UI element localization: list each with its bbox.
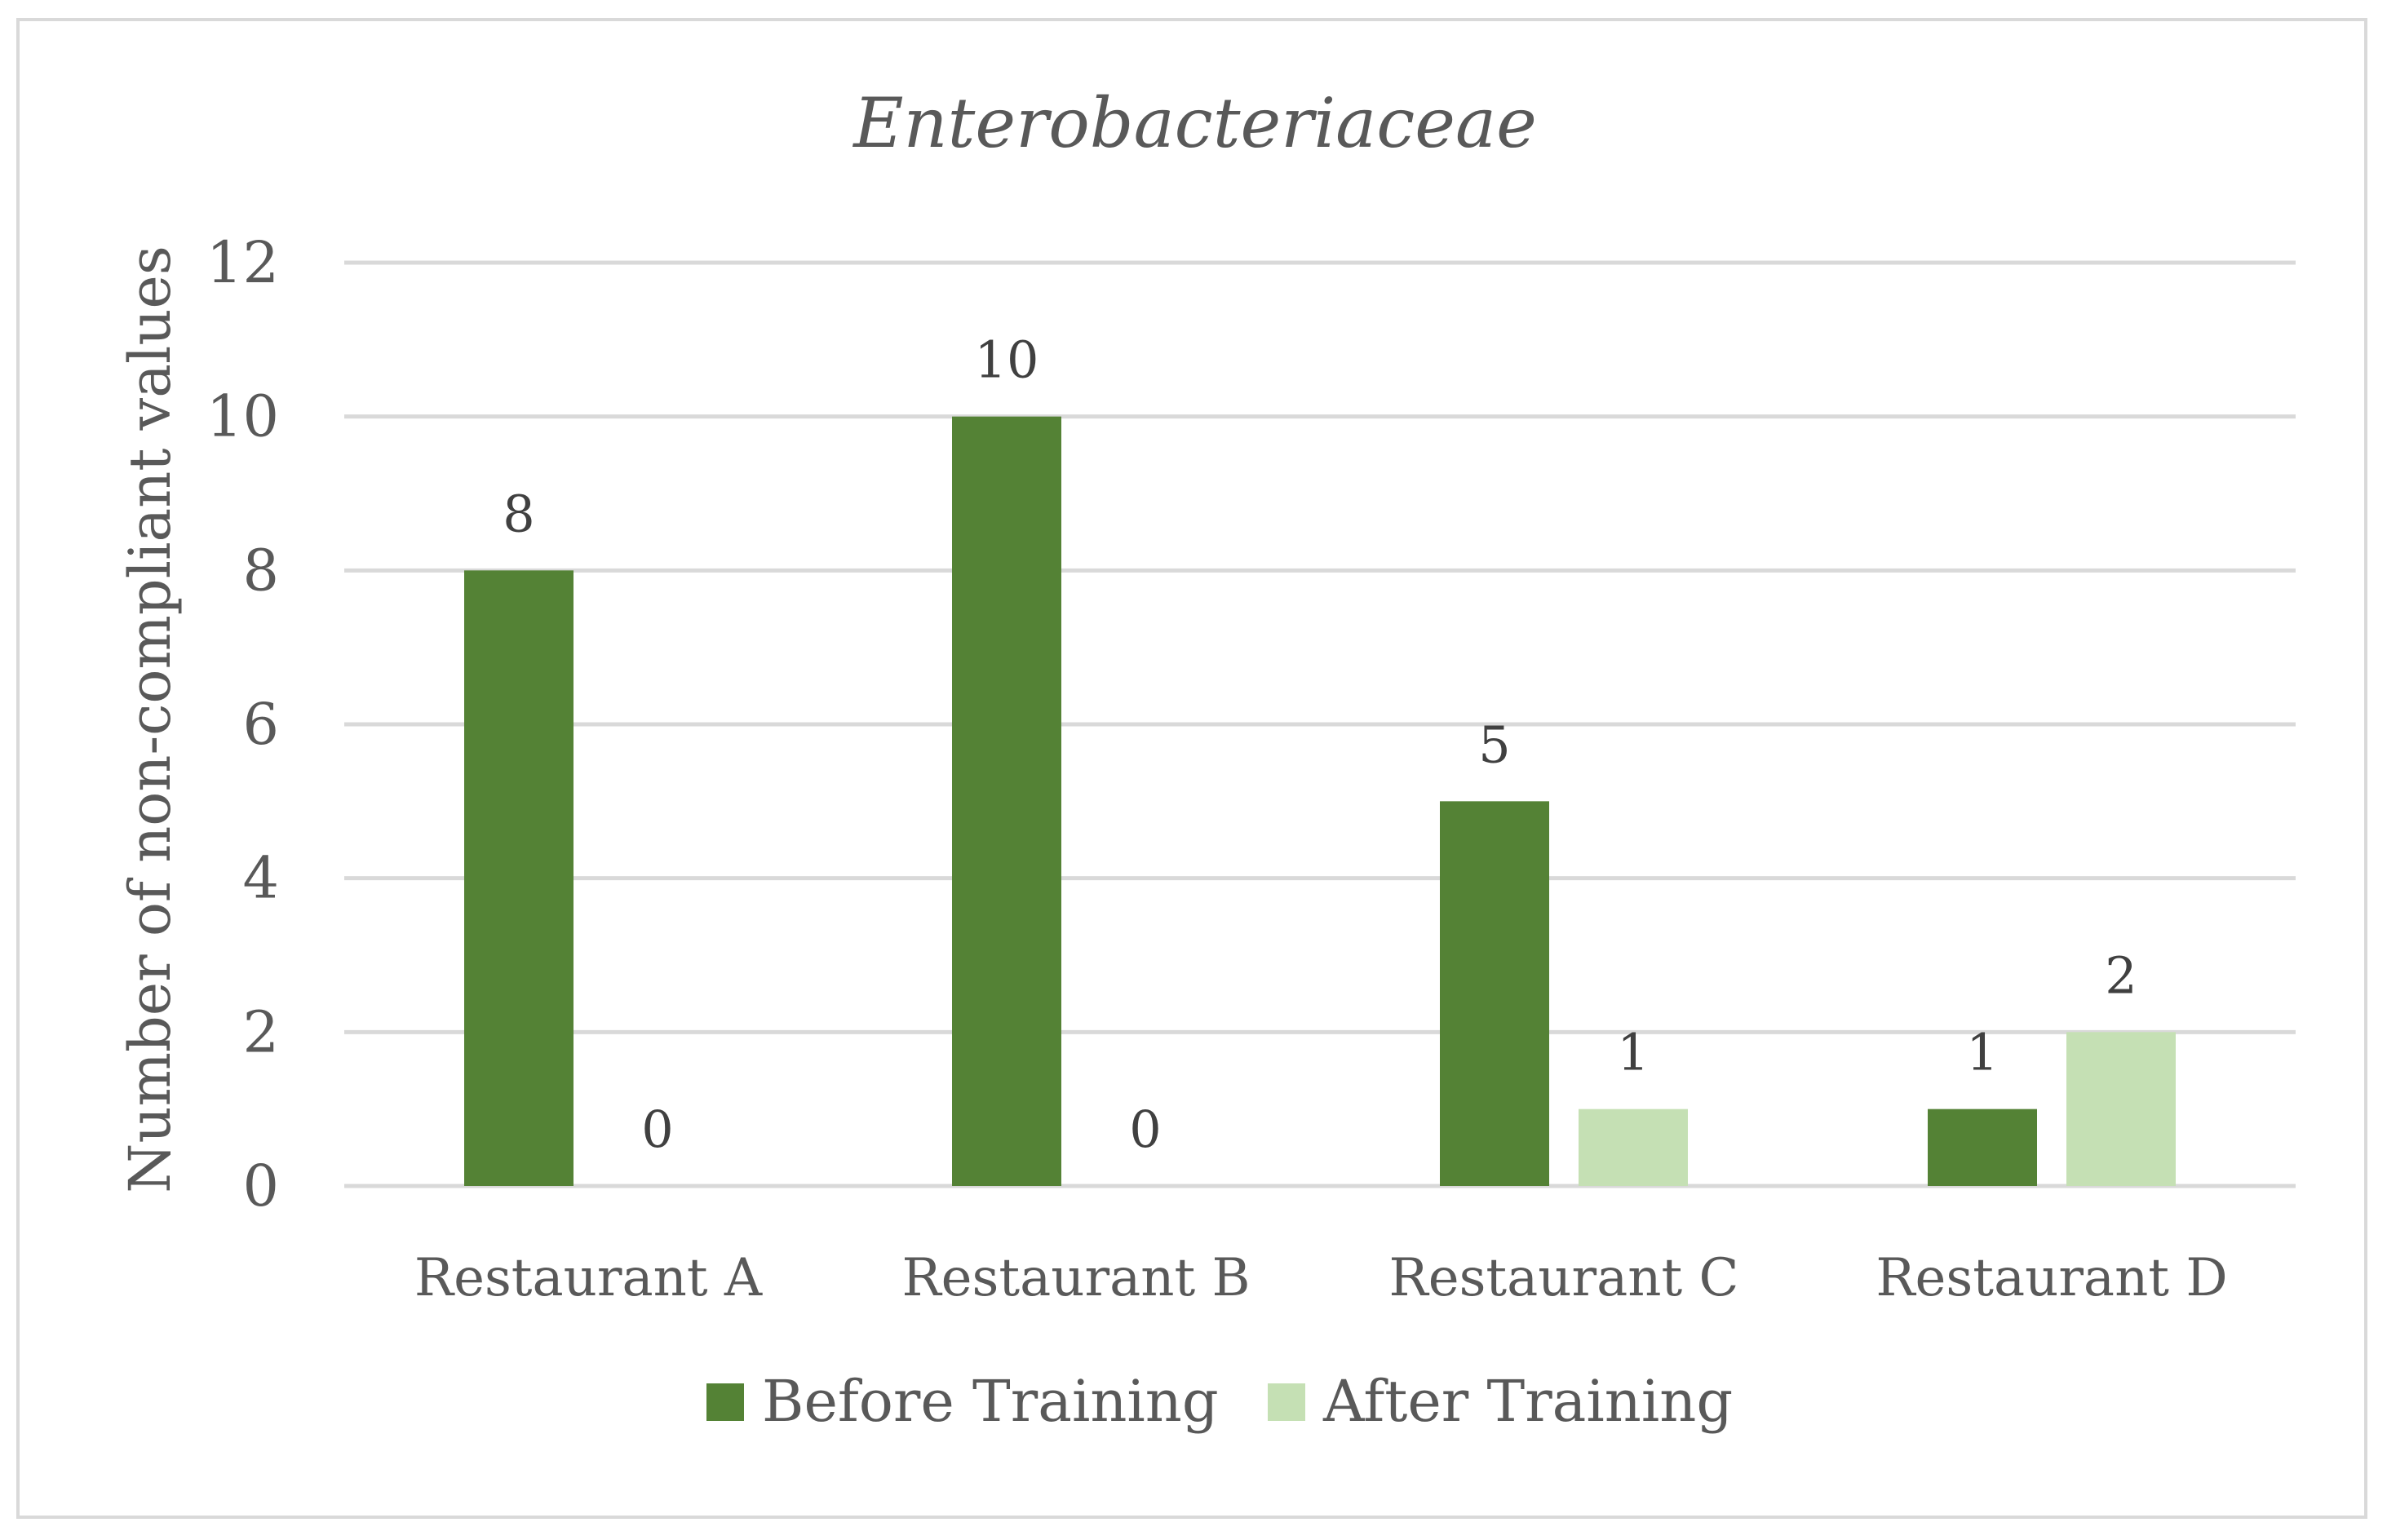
y-tick-label: 4 [242, 845, 279, 912]
y-axis-title: Number of non-compliant values [117, 246, 184, 1193]
x-category-label: Restaurant A [414, 1248, 763, 1308]
bars [464, 416, 2176, 1187]
legend-label-before: Before Training [762, 1368, 1219, 1435]
gridlines [344, 260, 2296, 1188]
legend-label-after: After Training [1322, 1368, 1733, 1435]
data-label: 0 [641, 1100, 673, 1159]
legend: Before Training After Training [706, 1368, 1733, 1435]
data-label: 1 [1617, 1023, 1649, 1082]
data-label: 5 [1478, 715, 1510, 774]
y-tick-label: 10 [206, 383, 279, 450]
bar-after-4 [2066, 1032, 2176, 1186]
y-tick-label: 12 [206, 229, 279, 296]
y-axis-ticks: 0 2 4 6 8 10 12 [206, 229, 279, 1219]
bar-before-3 [1440, 801, 1549, 1186]
x-category-label: Restaurant C [1389, 1248, 1739, 1308]
y-tick-label: 8 [242, 537, 279, 604]
y-tick-label: 0 [242, 1153, 279, 1219]
bar-after-3 [1579, 1109, 1688, 1186]
x-category-label: Restaurant D [1876, 1248, 2227, 1308]
legend-swatch-after [1268, 1383, 1305, 1421]
y-tick-label: 6 [242, 691, 279, 758]
chart: Enterobacteriaceae Number of non-complia… [117, 83, 2296, 1435]
data-labels: 8 0 10 0 5 1 1 2 [503, 330, 2137, 1159]
x-axis-categories: Restaurant A Restaurant B Restaurant C Rest… [414, 1248, 2228, 1308]
data-label: 2 [2105, 945, 2137, 1005]
data-label: 0 [1129, 1100, 1161, 1159]
data-label: 1 [1966, 1023, 1998, 1082]
data-label: 8 [503, 484, 534, 543]
bar-before-1 [464, 570, 574, 1186]
data-label: 10 [975, 330, 1039, 390]
y-tick-label: 2 [242, 998, 279, 1065]
chart-frame: Enterobacteriaceae Number of non-complia… [16, 18, 2367, 1519]
bar-before-2 [952, 416, 1061, 1187]
chart-title: Enterobacteriaceae [852, 83, 1537, 163]
legend-swatch-before [706, 1383, 744, 1421]
x-category-label: Restaurant B [901, 1248, 1250, 1308]
bar-before-4 [1928, 1109, 2037, 1186]
